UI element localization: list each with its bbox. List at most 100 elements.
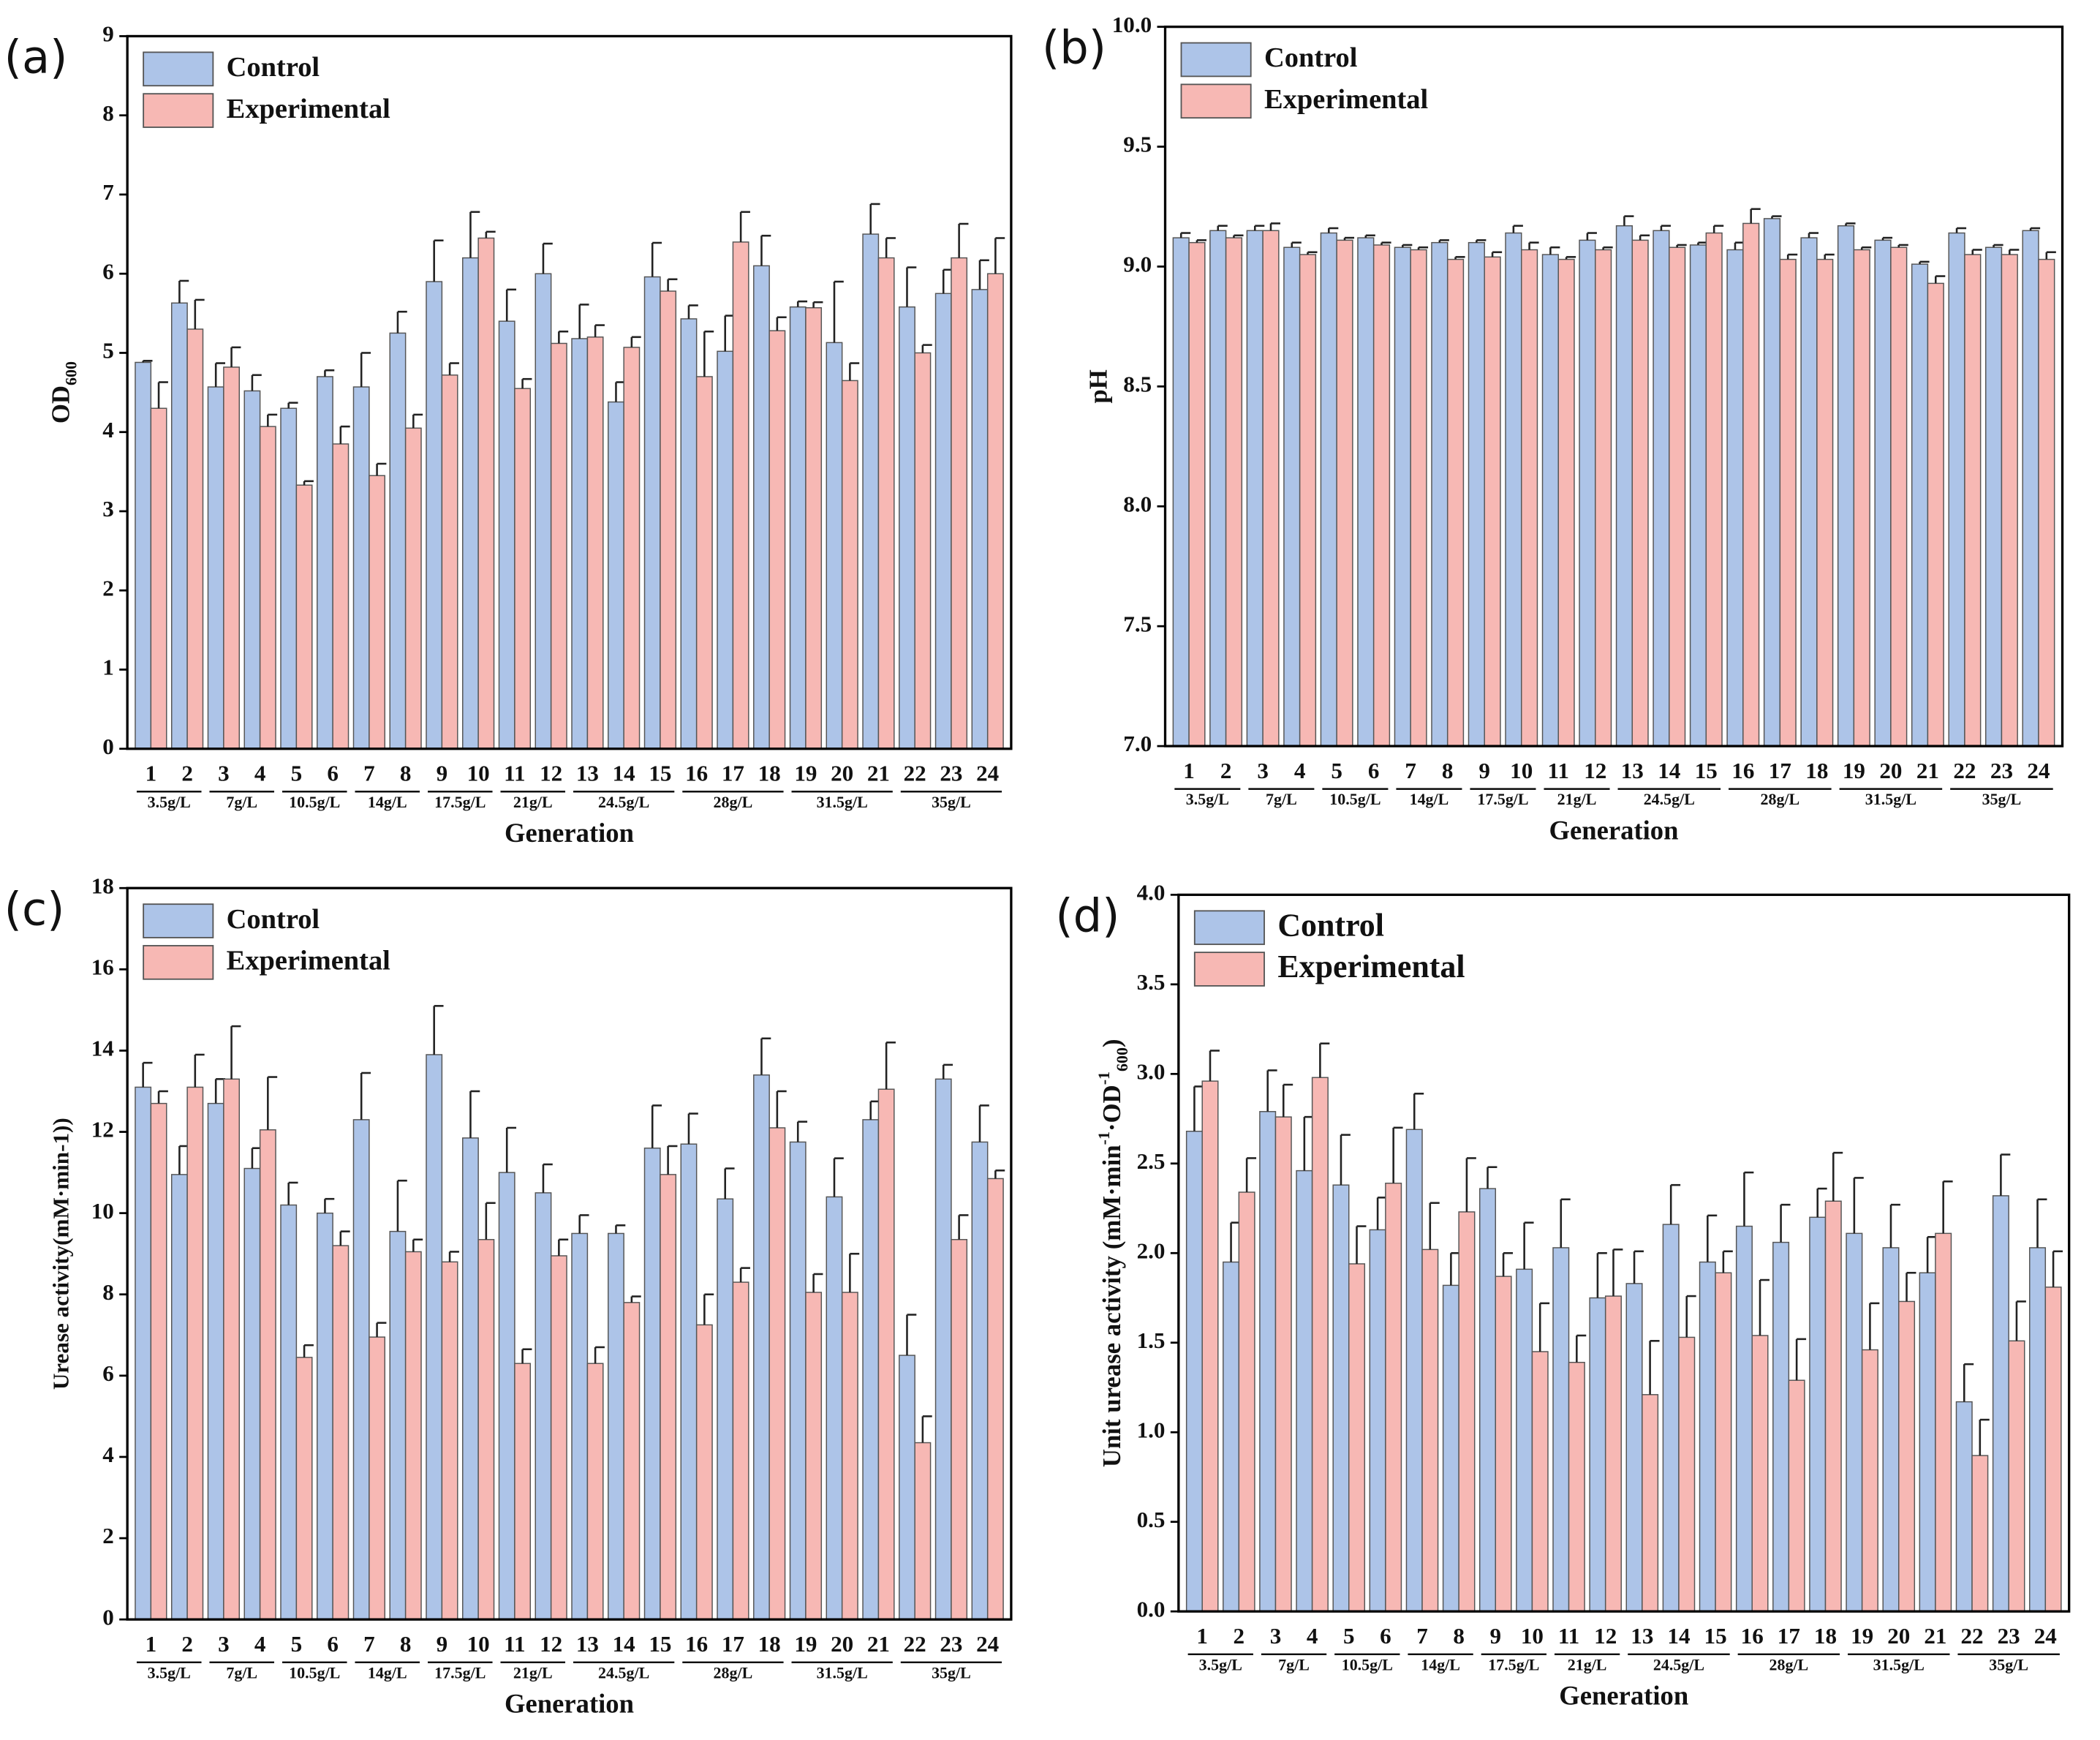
x-tick-label: 5: [1343, 1623, 1355, 1649]
bar: [789, 306, 807, 750]
x-tick-label: 11: [1558, 1623, 1579, 1649]
panel-label: (d): [1055, 889, 1119, 942]
y-tick-label: 2.0: [1137, 1238, 1166, 1263]
y-tick-label: 8: [102, 100, 114, 126]
bar: [862, 233, 880, 750]
bar: [550, 1255, 567, 1620]
legend-swatch: [143, 51, 214, 87]
y-tick-label: 14: [91, 1036, 114, 1061]
bar: [1642, 1394, 1659, 1612]
x-tick-label: 23: [1990, 758, 2013, 783]
x-tick-label: 13: [576, 1631, 599, 1657]
bar: [623, 1302, 641, 1620]
bar: [826, 342, 843, 750]
x-tick-label: 20: [1879, 758, 1902, 783]
bar: [571, 338, 589, 750]
group-label: 7g/L: [1278, 1655, 1310, 1673]
y-tick-label: 3.0: [1137, 1058, 1166, 1084]
x-tick-label: 16: [1741, 1623, 1764, 1649]
group-label: 35g/L: [932, 793, 971, 811]
group-label: 21g/L: [513, 1663, 553, 1681]
bar: [1935, 1232, 1952, 1612]
x-tick-label: 12: [540, 761, 562, 786]
x-tick-label: 17: [722, 1631, 744, 1657]
y-axis-title-part: Unit urease activity (mM·min: [1098, 1145, 1126, 1467]
y-axis-title-part: -1: [1094, 1131, 1112, 1145]
y-tick-label: 7.5: [1123, 611, 1152, 636]
bar: [1336, 239, 1353, 747]
x-tick-label: 2: [181, 761, 193, 786]
y-axis-title-part: -1: [1094, 1072, 1112, 1085]
x-tick-label: 1: [1196, 1623, 1208, 1649]
x-tick-label: 4: [254, 761, 266, 786]
legend-label: Control: [227, 904, 320, 935]
x-axis-title: Generation: [1549, 816, 1679, 845]
x-tick-label: 17: [1769, 758, 1791, 783]
x-tick-label: 11: [1548, 758, 1569, 783]
legend-label: Experimental: [1264, 84, 1429, 115]
bar: [317, 376, 333, 750]
plot-frame: [126, 886, 1013, 1621]
legend-swatch: [1193, 952, 1265, 987]
x-tick-label: 12: [540, 1631, 562, 1657]
x-tick-label: 13: [1631, 1623, 1653, 1649]
group-label: 10.5g/L: [1342, 1655, 1393, 1673]
x-tick-label: 1: [1183, 758, 1195, 783]
y-axis-title-part: ): [1098, 1039, 1126, 1047]
bar: [986, 273, 1004, 750]
x-tick-label: 16: [1731, 758, 1754, 783]
group-label: 31.5g/L: [1865, 790, 1916, 808]
bar: [841, 380, 858, 750]
bar: [1332, 1184, 1350, 1612]
group-label: 31.5g/L: [817, 1663, 868, 1681]
group-label: 31.5g/L: [817, 793, 868, 811]
bar: [389, 1230, 407, 1620]
bar: [1898, 1300, 1916, 1612]
x-tick-label: 13: [576, 761, 599, 786]
bar: [1541, 254, 1559, 747]
y-tick-label: 18: [91, 873, 114, 898]
bar: [426, 281, 443, 750]
bar: [951, 257, 968, 750]
bar: [1262, 230, 1280, 747]
bar: [295, 484, 313, 750]
bar: [1209, 230, 1227, 747]
bar: [1552, 1247, 1570, 1612]
bar: [1992, 1195, 2009, 1612]
x-tick-label: 21: [1924, 1623, 1946, 1649]
x-tick-label: 10: [1521, 1623, 1544, 1649]
x-tick-label: 19: [794, 1631, 817, 1657]
x-tick-label: 20: [1887, 1623, 1910, 1649]
x-tick-label: 18: [1805, 758, 1828, 783]
bar: [369, 1336, 386, 1620]
bar: [1788, 1379, 1805, 1612]
y-axis-title: pH: [1084, 369, 1113, 403]
group-label: 24.5g/L: [598, 1663, 649, 1681]
x-tick-label: 7: [363, 761, 375, 786]
x-tick-label: 21: [867, 1631, 890, 1657]
x-tick-label: 20: [831, 1631, 853, 1657]
bar: [1809, 1216, 1827, 1612]
bar: [1421, 1248, 1439, 1612]
bar: [826, 1196, 843, 1620]
y-tick-label: 0.5: [1137, 1507, 1166, 1532]
x-tick-label: 7: [363, 1631, 375, 1657]
bar: [1520, 249, 1538, 747]
legend-swatch: [1180, 42, 1252, 78]
bar: [150, 1102, 167, 1620]
x-tick-label: 16: [685, 761, 708, 786]
bar: [1971, 1455, 1989, 1612]
x-tick-label: 11: [504, 1631, 525, 1657]
plot-frame: [1177, 893, 2071, 1613]
y-tick-label: 0: [102, 1604, 114, 1630]
bar: [2038, 258, 2055, 747]
bar: [514, 388, 532, 750]
bar: [2001, 254, 2018, 747]
legend-swatch: [143, 945, 214, 980]
x-tick-label: 9: [437, 761, 448, 786]
x-tick-label: 1: [146, 1631, 157, 1657]
bar: [805, 1292, 823, 1620]
bar: [680, 1143, 698, 1620]
